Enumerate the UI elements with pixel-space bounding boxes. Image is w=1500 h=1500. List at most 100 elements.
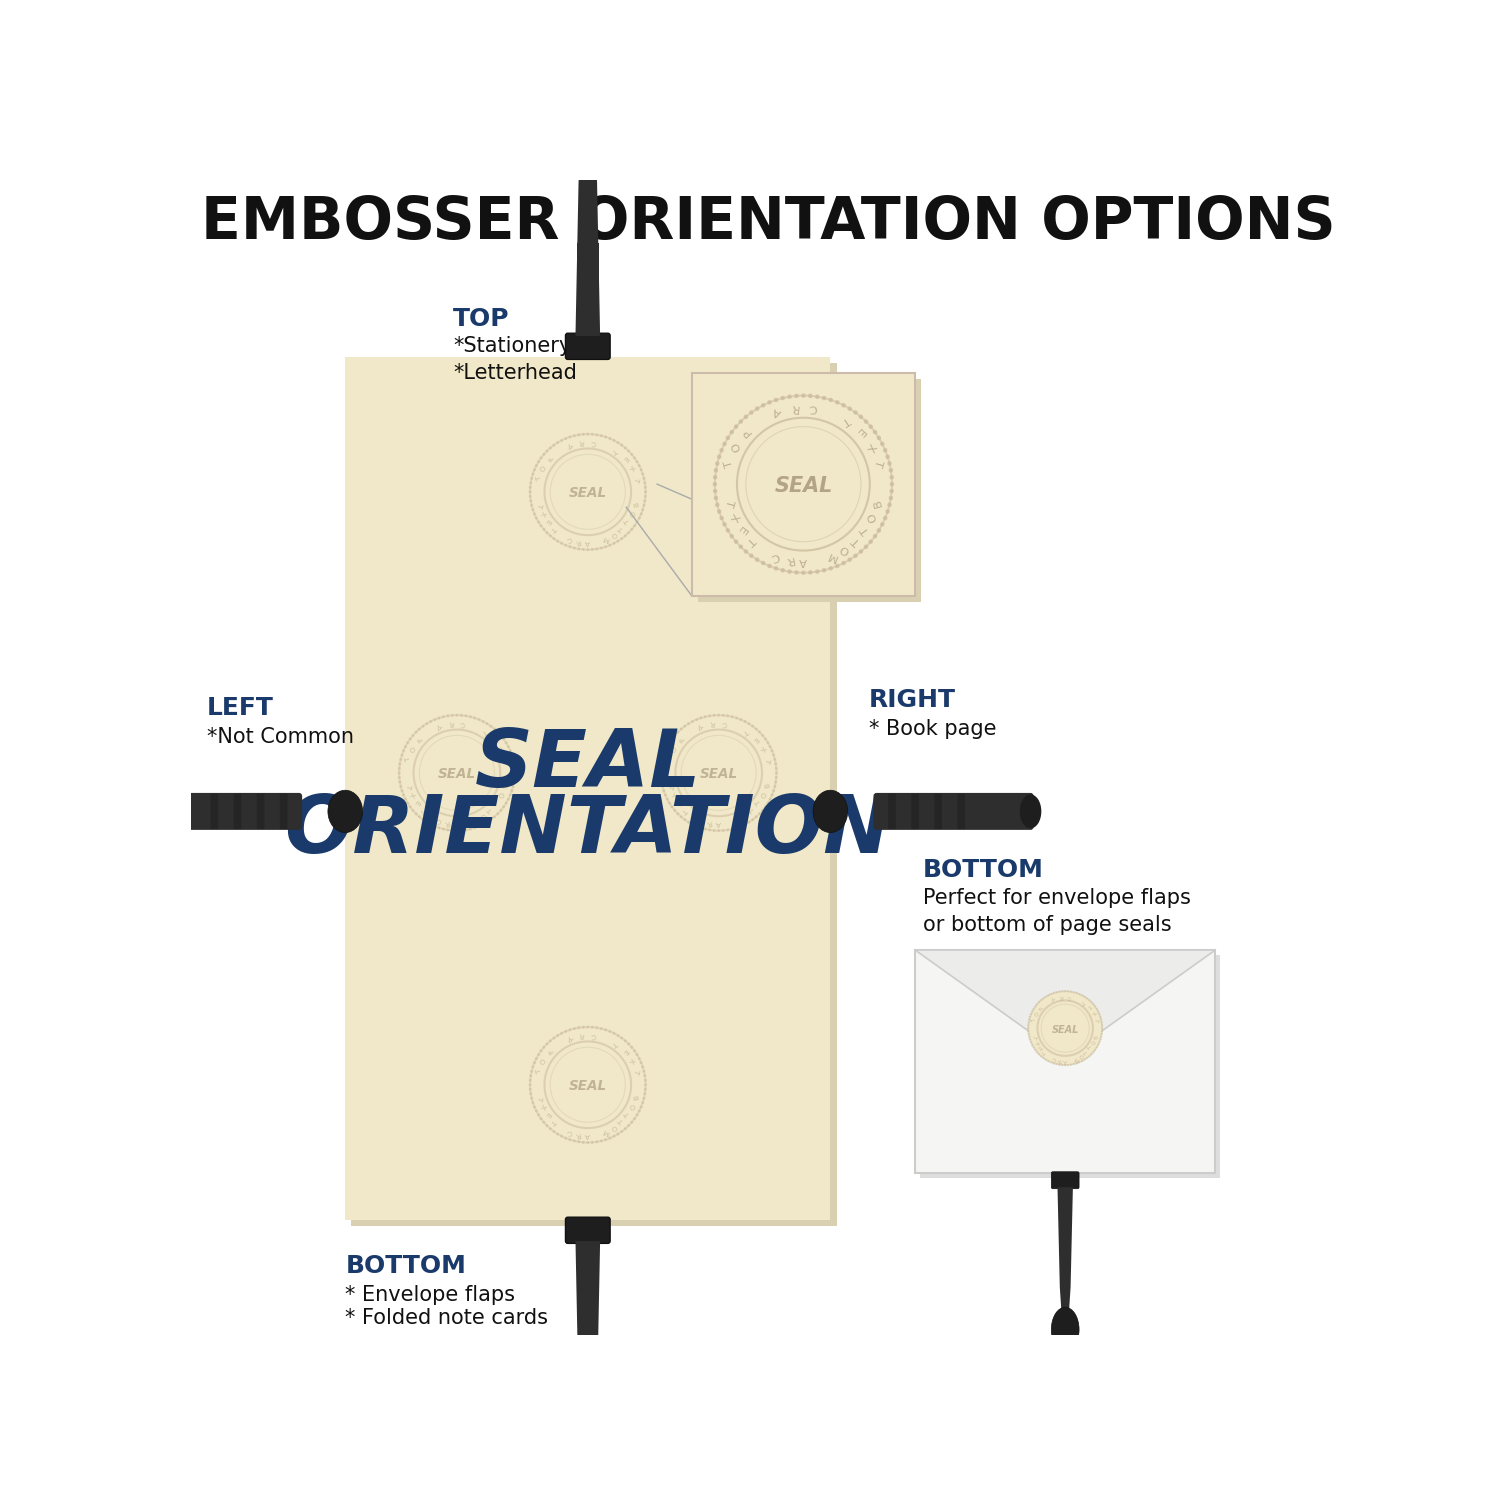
Circle shape bbox=[426, 722, 427, 724]
Circle shape bbox=[774, 566, 778, 570]
Circle shape bbox=[1042, 1058, 1044, 1059]
Circle shape bbox=[460, 830, 464, 833]
Text: O: O bbox=[630, 510, 638, 518]
Circle shape bbox=[815, 570, 819, 574]
Circle shape bbox=[633, 1118, 636, 1120]
Circle shape bbox=[549, 447, 552, 450]
Text: LEFT: LEFT bbox=[207, 696, 273, 720]
Circle shape bbox=[735, 827, 738, 830]
Circle shape bbox=[573, 1028, 576, 1030]
Text: O: O bbox=[1034, 1010, 1041, 1016]
Circle shape bbox=[771, 750, 774, 752]
FancyBboxPatch shape bbox=[915, 950, 1215, 1173]
Circle shape bbox=[888, 468, 892, 472]
Circle shape bbox=[604, 1029, 608, 1032]
Text: T: T bbox=[405, 756, 412, 762]
Circle shape bbox=[1092, 1052, 1094, 1053]
Text: E: E bbox=[543, 1110, 550, 1118]
Circle shape bbox=[730, 716, 734, 718]
Text: T: T bbox=[681, 806, 688, 813]
Text: E: E bbox=[735, 524, 747, 536]
Circle shape bbox=[888, 503, 891, 507]
Circle shape bbox=[600, 1028, 603, 1030]
Text: O: O bbox=[498, 790, 507, 798]
Circle shape bbox=[604, 546, 608, 548]
Text: O: O bbox=[760, 790, 768, 798]
Circle shape bbox=[1083, 1059, 1086, 1060]
Circle shape bbox=[536, 1110, 538, 1113]
Text: A: A bbox=[771, 406, 782, 418]
Text: A: A bbox=[800, 556, 807, 566]
FancyBboxPatch shape bbox=[957, 794, 964, 830]
Text: R: R bbox=[1058, 1058, 1062, 1062]
FancyBboxPatch shape bbox=[351, 363, 837, 1226]
Circle shape bbox=[578, 548, 580, 550]
Circle shape bbox=[509, 750, 512, 752]
Circle shape bbox=[500, 734, 502, 736]
Text: O: O bbox=[839, 543, 850, 556]
Circle shape bbox=[630, 1120, 633, 1124]
Circle shape bbox=[591, 433, 594, 435]
Circle shape bbox=[748, 554, 753, 558]
Circle shape bbox=[507, 798, 510, 801]
Text: X: X bbox=[864, 441, 877, 453]
Circle shape bbox=[1078, 993, 1080, 994]
Text: SEAL: SEAL bbox=[438, 768, 476, 782]
Circle shape bbox=[456, 714, 459, 717]
Circle shape bbox=[662, 758, 664, 760]
Circle shape bbox=[406, 741, 410, 744]
Text: B: B bbox=[633, 501, 640, 507]
Circle shape bbox=[720, 448, 724, 453]
Circle shape bbox=[621, 444, 622, 447]
Text: T: T bbox=[488, 806, 495, 813]
Circle shape bbox=[639, 1106, 642, 1108]
Circle shape bbox=[411, 808, 414, 812]
Text: P: P bbox=[1038, 1004, 1044, 1010]
Text: P: P bbox=[417, 735, 423, 742]
Circle shape bbox=[1065, 1064, 1066, 1066]
Circle shape bbox=[504, 741, 507, 744]
Circle shape bbox=[399, 762, 402, 765]
Text: T: T bbox=[850, 534, 862, 546]
Circle shape bbox=[564, 1137, 567, 1140]
Circle shape bbox=[500, 808, 502, 812]
Circle shape bbox=[642, 1065, 644, 1068]
Text: R: R bbox=[579, 438, 585, 446]
Circle shape bbox=[1035, 1048, 1036, 1052]
Circle shape bbox=[748, 411, 753, 414]
Circle shape bbox=[815, 394, 819, 399]
Circle shape bbox=[573, 435, 576, 436]
Circle shape bbox=[477, 718, 480, 722]
Circle shape bbox=[591, 1142, 594, 1144]
Circle shape bbox=[1034, 1008, 1035, 1010]
FancyBboxPatch shape bbox=[256, 794, 264, 830]
Circle shape bbox=[510, 753, 513, 756]
Circle shape bbox=[676, 813, 680, 814]
Circle shape bbox=[1028, 1028, 1029, 1029]
Circle shape bbox=[624, 447, 627, 450]
Circle shape bbox=[636, 520, 639, 524]
Circle shape bbox=[596, 548, 598, 550]
Circle shape bbox=[404, 746, 406, 748]
Circle shape bbox=[452, 830, 454, 833]
Circle shape bbox=[1070, 1064, 1072, 1065]
Text: C: C bbox=[808, 402, 818, 412]
Circle shape bbox=[612, 440, 615, 442]
Circle shape bbox=[549, 1126, 552, 1130]
Text: T: T bbox=[503, 756, 509, 762]
Circle shape bbox=[530, 477, 532, 480]
Circle shape bbox=[847, 406, 852, 411]
Circle shape bbox=[1101, 1030, 1102, 1032]
Text: A: A bbox=[436, 722, 442, 729]
Text: T: T bbox=[624, 518, 632, 525]
Circle shape bbox=[642, 1101, 644, 1104]
Circle shape bbox=[513, 776, 516, 778]
Circle shape bbox=[868, 424, 873, 429]
Text: X: X bbox=[408, 790, 416, 798]
Circle shape bbox=[609, 544, 612, 546]
Circle shape bbox=[447, 714, 450, 717]
Text: X: X bbox=[1034, 1040, 1040, 1044]
Circle shape bbox=[1046, 996, 1047, 998]
Circle shape bbox=[828, 566, 833, 570]
Text: or bottom of page seals: or bottom of page seals bbox=[922, 915, 1172, 936]
